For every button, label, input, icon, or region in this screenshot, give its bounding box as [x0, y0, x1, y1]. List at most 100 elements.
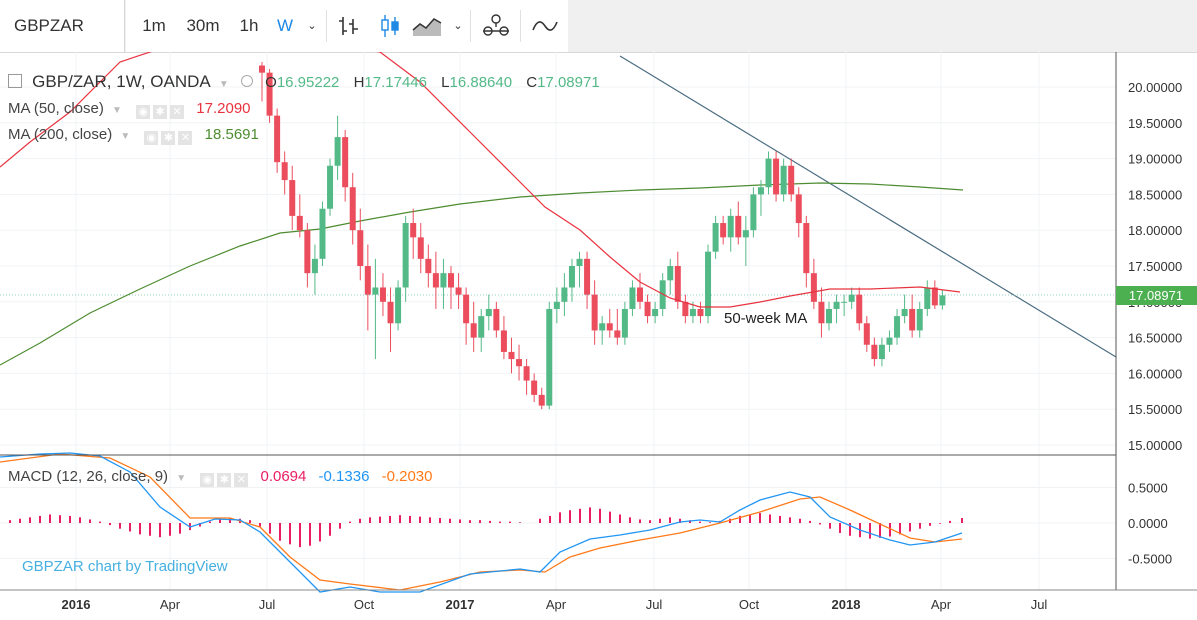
candle — [395, 280, 402, 331]
candle — [856, 287, 863, 331]
ma50-dropdown-icon[interactable]: ▼ — [112, 105, 122, 116]
candle — [281, 151, 288, 195]
candle — [319, 201, 326, 266]
macd-signal-value: -0.2030 — [381, 468, 433, 485]
collapse-icon[interactable] — [8, 74, 22, 88]
candle — [349, 172, 356, 245]
candle — [848, 287, 855, 309]
candle — [266, 69, 273, 123]
time-tick-label: 2018 — [832, 597, 861, 612]
indicator-icon[interactable] — [532, 16, 558, 36]
top-toolbar: GBPZAR 1m 30m 1h W ⌄ ⌄ — [0, 0, 1197, 53]
macd-dropdown-icon[interactable]: ▼ — [176, 473, 187, 484]
price-chart[interactable]: 15.0000015.5000016.0000016.5000017.00000… — [0, 41, 1197, 615]
candle — [667, 258, 674, 295]
candle — [924, 280, 931, 317]
candle — [440, 258, 447, 309]
visibility-icon[interactable] — [240, 75, 253, 87]
interval-1h[interactable]: 1h — [239, 16, 259, 35]
candle — [364, 244, 371, 331]
ma200-settings-icon[interactable]: ✱ — [161, 131, 176, 145]
candle — [720, 215, 727, 245]
macd-tick-label: 0.0000 — [1128, 516, 1168, 531]
toolbar-separator — [326, 10, 327, 42]
ma50-value: 17.2090 — [196, 100, 251, 117]
ma200-line — [0, 182, 964, 366]
time-tick-label: Jul — [1031, 597, 1048, 612]
bar-chart-icon[interactable] — [338, 15, 362, 37]
candle — [871, 337, 878, 367]
candle — [878, 337, 885, 367]
candle — [372, 258, 379, 360]
ma-annotation: 50-week MA — [724, 310, 807, 327]
candle — [674, 251, 681, 309]
candle — [712, 215, 719, 259]
candle — [387, 287, 394, 352]
candle — [886, 330, 893, 352]
last-price-label: 17.08971 — [1129, 288, 1183, 303]
candle — [826, 301, 832, 331]
trendline — [619, 55, 1117, 358]
ma50-label: MA (50, close) — [8, 100, 104, 117]
low-value: 16.88640 — [449, 74, 513, 91]
candle — [614, 308, 621, 345]
candle — [810, 258, 817, 309]
candle — [863, 316, 870, 352]
candle — [523, 359, 530, 395]
candle — [916, 301, 923, 338]
interval-w[interactable]: W — [276, 16, 294, 35]
compare-icon[interactable] — [480, 12, 512, 40]
candle — [417, 223, 424, 274]
macd-main-line — [0, 452, 963, 593]
candle — [463, 287, 470, 345]
ma50-settings-icon[interactable]: ✱ — [153, 105, 168, 119]
candle — [478, 308, 485, 352]
candle — [750, 187, 757, 238]
candle — [561, 273, 568, 317]
ma200-eye-icon[interactable]: ◉ — [144, 131, 159, 145]
ma50-eye-icon[interactable]: ◉ — [136, 105, 151, 119]
candle — [735, 201, 742, 245]
symbol-search[interactable]: GBPZAR — [0, 0, 125, 52]
candle — [780, 158, 787, 202]
open-label: O — [265, 74, 277, 91]
candle — [538, 387, 545, 410]
chart-type-dropdown-icon[interactable]: ⌄ — [453, 20, 463, 32]
interval-1m[interactable]: 1m — [142, 16, 166, 35]
candle — [327, 158, 334, 216]
candlestick-icon[interactable] — [378, 14, 402, 38]
candle — [894, 308, 901, 345]
candle — [296, 194, 303, 238]
high-label: H — [353, 74, 365, 91]
candle — [637, 273, 643, 309]
candle — [606, 308, 613, 338]
macd-settings-icon[interactable]: ✱ — [217, 473, 232, 487]
price-axis: 15.0000015.5000016.0000016.5000017.00000… — [1128, 80, 1182, 453]
area-chart-icon[interactable] — [412, 14, 442, 38]
candle — [757, 180, 764, 216]
legend-dropdown-icon[interactable]: ▼ — [218, 79, 229, 90]
time-tick-label: Apr — [160, 597, 181, 612]
macd-eye-icon[interactable]: ◉ — [200, 473, 215, 487]
candle — [773, 151, 780, 202]
ma50-close-icon[interactable]: ✕ — [170, 105, 185, 119]
macd-close-icon[interactable]: ✕ — [234, 473, 249, 487]
candle — [342, 129, 349, 202]
time-tick-label: Oct — [354, 597, 375, 612]
candle — [833, 294, 840, 324]
interval-dropdown-icon[interactable]: ⌄ — [307, 20, 317, 32]
candle — [682, 294, 689, 324]
candle — [818, 287, 825, 338]
series-title: GBP/ZAR, 1W, OANDA — [32, 72, 211, 91]
candle — [493, 301, 500, 338]
watermark: GBPZAR chart by TradingView — [22, 558, 228, 575]
time-tick-label: Jul — [259, 597, 276, 612]
price-tick-label: 16.50000 — [1128, 331, 1182, 346]
ma200-close-icon[interactable]: ✕ — [178, 131, 193, 145]
candle — [742, 215, 749, 266]
chart-area[interactable]: 15.0000015.5000016.0000016.5000017.00000… — [0, 41, 1197, 620]
interval-30m[interactable]: 30m — [186, 16, 220, 35]
time-tick-label: 2016 — [62, 597, 91, 612]
candle — [553, 287, 560, 324]
ma200-dropdown-icon[interactable]: ▼ — [120, 131, 131, 142]
